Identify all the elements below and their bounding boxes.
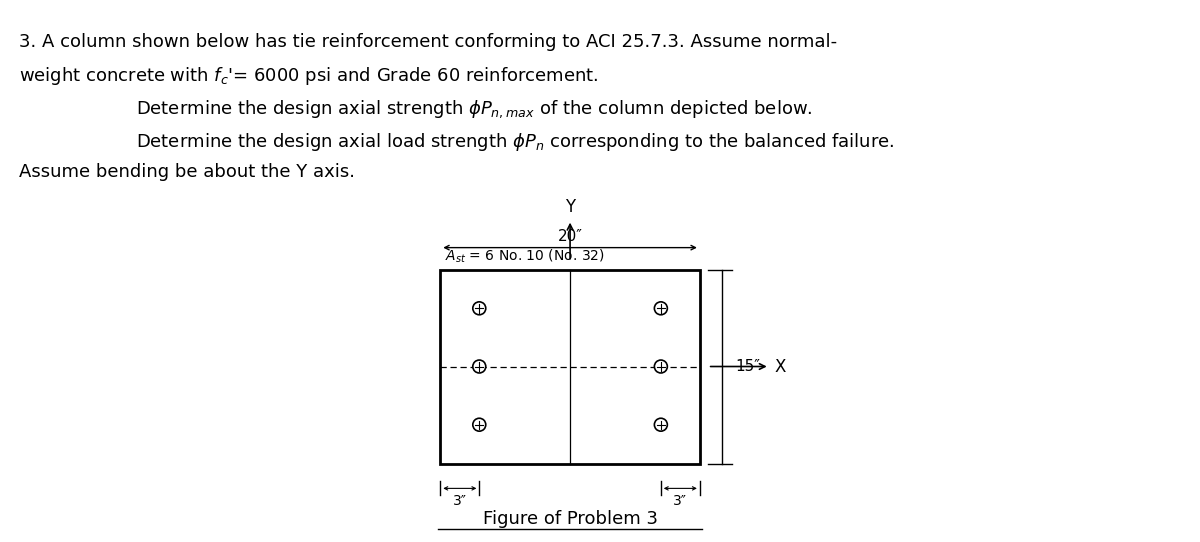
Text: 3″: 3″ <box>452 494 467 508</box>
Text: $A_{st}$ = 6 No. 10 (No. 32): $A_{st}$ = 6 No. 10 (No. 32) <box>445 247 605 264</box>
Circle shape <box>473 360 486 373</box>
Circle shape <box>473 302 486 315</box>
Text: Determine the design axial load strength $\phi P_n$ corresponding to the balance: Determine the design axial load strength… <box>136 131 894 153</box>
Bar <box>440 269 700 463</box>
Text: weight concrete with $f_c$'= 6000 psi and Grade 60 reinforcement.: weight concrete with $f_c$'= 6000 psi an… <box>19 65 599 87</box>
Text: Assume bending be about the Y axis.: Assume bending be about the Y axis. <box>19 163 355 180</box>
Circle shape <box>654 360 667 373</box>
Text: Determine the design axial strength $\phi P_{n,max}$ of the column depicted belo: Determine the design axial strength $\ph… <box>136 99 812 120</box>
Circle shape <box>654 418 667 431</box>
Text: 15″: 15″ <box>736 359 761 374</box>
Text: 3″: 3″ <box>673 494 688 508</box>
Circle shape <box>473 418 486 431</box>
Circle shape <box>654 302 667 315</box>
Text: Figure of Problem 3: Figure of Problem 3 <box>482 509 658 528</box>
Text: X: X <box>774 358 786 376</box>
Text: Y: Y <box>565 198 575 216</box>
Text: 3. A column shown below has tie reinforcement conforming to ACI 25.7.3. Assume n: 3. A column shown below has tie reinforc… <box>19 33 838 51</box>
Text: 20″: 20″ <box>558 229 582 244</box>
